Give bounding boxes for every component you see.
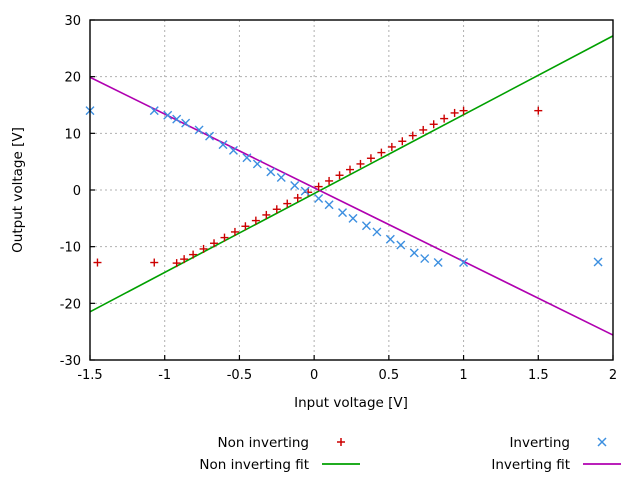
legend-label-non-inverting-fit: Non inverting fit [199, 457, 309, 473]
series-non-inverting [93, 106, 543, 268]
y-tick-label: -20 [60, 297, 81, 312]
x-tick-label: -1 [158, 368, 171, 383]
y-tick-label: 0 [73, 184, 81, 199]
legend-label-inverting-fit: Inverting fit [491, 457, 570, 473]
y-tick-label: -10 [60, 241, 81, 256]
y-tick-label: 10 [64, 127, 81, 142]
x-tick-label: 0.5 [379, 368, 400, 383]
series-inverting [85, 106, 603, 268]
tick-labels: -1.5 -1 -0.5 0 0.5 1 1.5 2 30 20 10 0 -10 -20 -30 [60, 14, 617, 383]
y-tick-label: 20 [64, 71, 81, 86]
x-axis-title: Input voltage [V] [294, 395, 408, 411]
y-axis-title: Output voltage [V] [10, 127, 26, 253]
x-tick-label: 0 [310, 368, 318, 383]
x-tick-label: 1.5 [528, 368, 549, 383]
data-points [85, 106, 603, 268]
y-tick-label: -30 [60, 354, 81, 369]
x-tick-label: -0.5 [227, 368, 252, 383]
y-tick-label: 30 [64, 14, 81, 29]
x-tick-label: 2 [609, 368, 617, 383]
legend-marker-non-inverting [337, 438, 345, 446]
x-tick-label: -1.5 [77, 368, 102, 383]
chart-legend: Non inverting Inverting Non inverting fit I… [199, 435, 621, 473]
legend-label-non-inverting: Non inverting [217, 435, 309, 451]
legend-marker-inverting [597, 437, 607, 447]
legend-label-inverting: Inverting [509, 435, 570, 451]
grid-lines [90, 20, 613, 360]
x-tick-label: 1 [459, 368, 467, 383]
